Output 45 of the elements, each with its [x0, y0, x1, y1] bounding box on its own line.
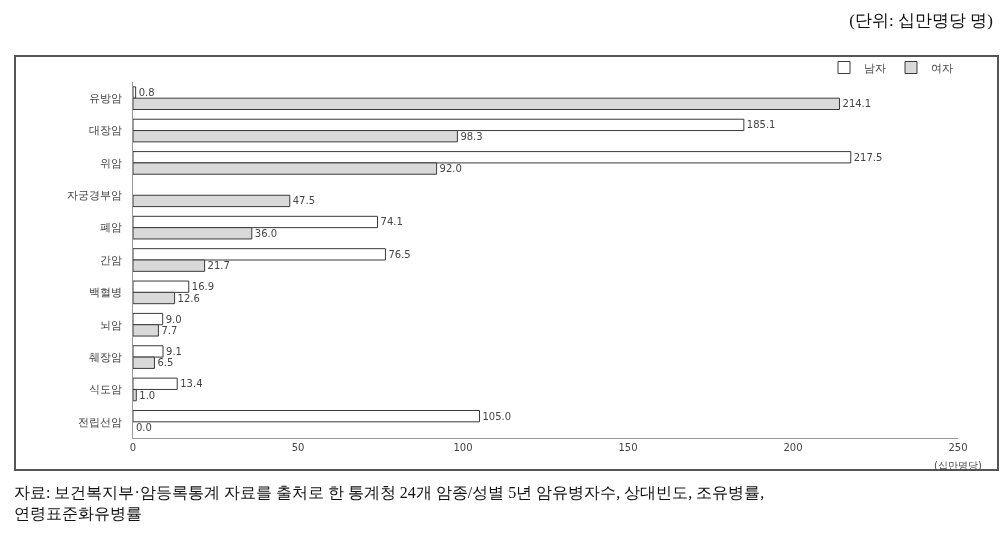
data-label: 12.6: [177, 292, 200, 304]
data-label: 36.0: [254, 227, 278, 239]
bar: [133, 409, 480, 423]
y-tick-label: 위암: [99, 156, 122, 170]
data-label: 7.7: [161, 324, 178, 336]
chart-title: (단위: 십만명당 명): [849, 10, 993, 30]
data-label: 47.5: [292, 195, 316, 207]
y-tick-label: 췌장암: [88, 350, 122, 364]
x-tick-label: 250: [948, 442, 968, 453]
data-label: 214.1: [842, 98, 872, 110]
data-label: 0.8: [138, 87, 155, 99]
y-tick-label: 폐암: [99, 221, 122, 235]
y-tick-label: 대장암: [88, 124, 122, 138]
data-label: 92.0: [439, 163, 462, 175]
y-tick-label: 간암: [99, 253, 122, 267]
legend-label: 남자: [864, 61, 886, 75]
data-label: 76.5: [388, 248, 411, 260]
y-tick-label: 뇌암: [99, 318, 122, 332]
data-label: 217.5: [853, 151, 883, 163]
data-label: 16.9: [191, 281, 215, 293]
y-tick-label: 자궁경부암: [66, 189, 122, 203]
data-label: 98.3: [460, 130, 483, 142]
data-label: 1.0: [139, 389, 156, 401]
text: 자료: 보건복지부·암등록통계 자료를 출처로 한 통계청 24개 암종/성별 5년 암유병자수, 상대빈도, 조유병률, 연령표준화유병률: [14, 484, 765, 522]
data-label: 13.4: [180, 378, 203, 390]
data-label: 9.1: [166, 345, 182, 357]
data-label: 9.0: [165, 313, 182, 325]
x-tick-label: 150: [618, 442, 638, 453]
data-label: 185.1: [746, 119, 776, 131]
x-tick-label: 50: [291, 442, 305, 453]
data-label: 0.0: [136, 421, 152, 433]
data-label: 105.0: [482, 410, 512, 422]
legend-label: 여자: [931, 61, 953, 75]
y-tick-label: 백혈병: [88, 286, 122, 300]
y-tick-label: 식도암: [88, 383, 122, 397]
x-axis-title: (십만명당): [934, 460, 982, 471]
y-tick-label: 전립선암: [77, 415, 122, 429]
data-label: 21.7: [207, 260, 230, 272]
bar: [133, 194, 291, 208]
x-tick-label: 200: [783, 442, 803, 453]
data-label: 6.5: [157, 357, 174, 369]
data-label: 74.1: [380, 216, 403, 228]
x-tick-label: 0: [129, 442, 137, 453]
y-tick-label: 유방암: [88, 92, 122, 106]
x-tick-label: 100: [453, 442, 473, 453]
